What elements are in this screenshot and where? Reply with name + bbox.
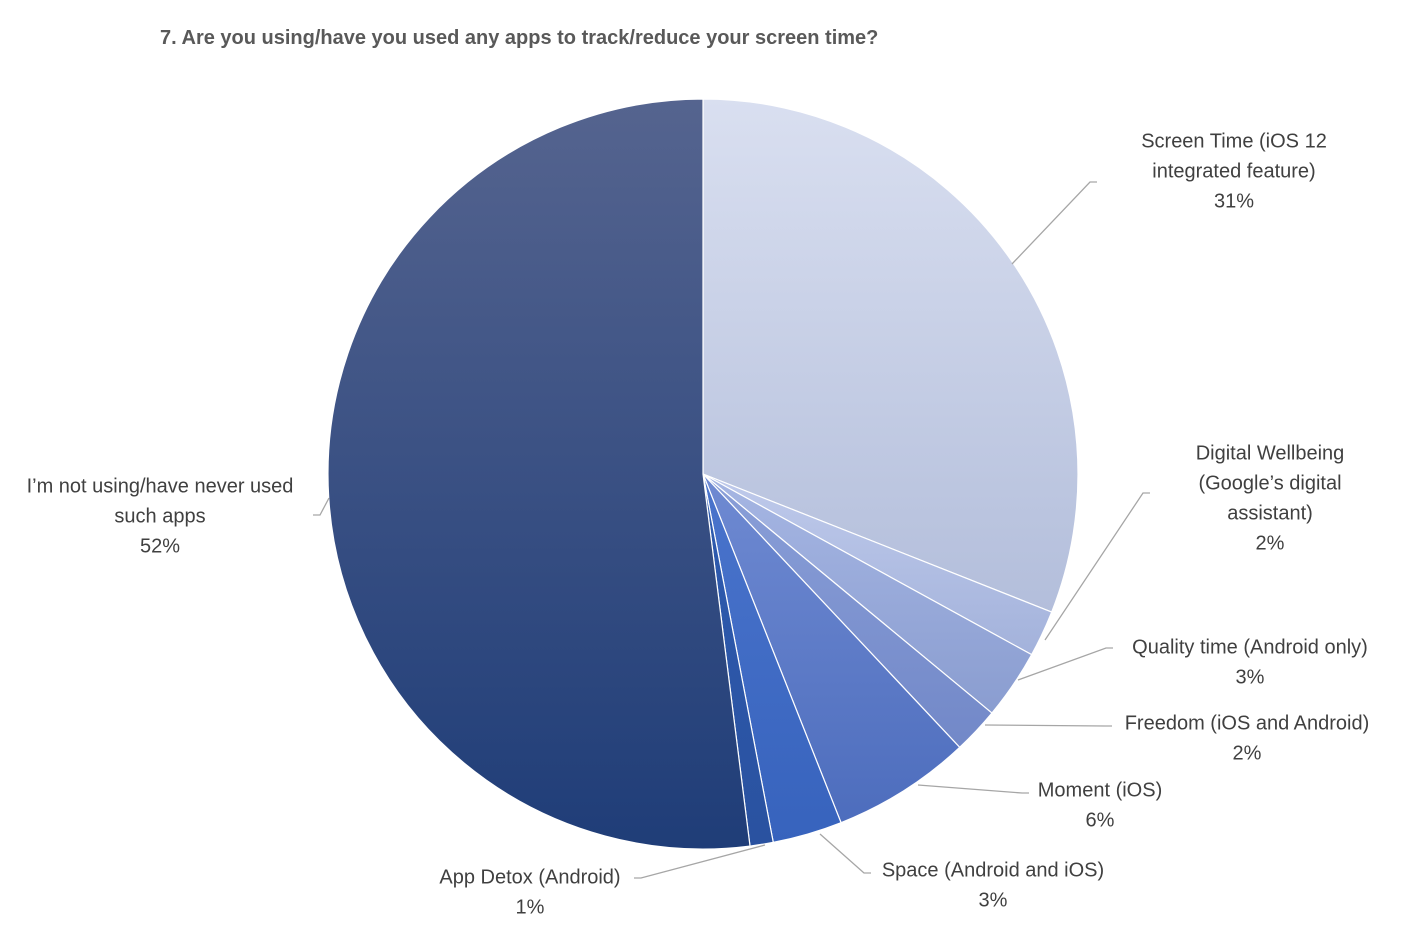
slice-category-label: Moment (iOS) <box>1038 779 1162 801</box>
leader-line <box>819 833 871 874</box>
slice-labels: Screen Time (iOS 12 integrated feature) 31… <box>27 130 1370 918</box>
slice-percent-label: 2% <box>1233 742 1262 764</box>
slice-category-label: App Detox (Android) <box>439 866 620 888</box>
pie-slice <box>327 98 751 850</box>
slice-percent-label: 3% <box>979 889 1008 911</box>
slice-category-label: I’m not using/have never used <box>27 475 294 497</box>
slice-category-label: such apps <box>114 505 205 527</box>
slice-category-label: integrated feature) <box>1152 160 1315 182</box>
slice-category-label: Quality time (Android only) <box>1132 636 1368 658</box>
slice-category-label: Freedom (iOS and Android) <box>1125 712 1370 734</box>
leader-lines <box>313 181 1150 879</box>
slice-category-label: Space (Android and iOS) <box>882 859 1104 881</box>
pie-slice <box>702 473 961 824</box>
leader-line <box>313 497 330 516</box>
slice-category-label: assistant) <box>1227 502 1313 524</box>
leader-line <box>1011 181 1097 265</box>
pie-slices <box>327 98 1079 850</box>
slice-category-label: Screen Time (iOS 12 <box>1141 130 1327 152</box>
slice-percent-label: 1% <box>516 896 545 918</box>
chart-title: 7. Are you using/have you used any apps … <box>160 27 879 49</box>
leader-line <box>917 784 1029 794</box>
leader-line <box>1044 492 1150 641</box>
slice-category-label: (Google’s digital <box>1198 472 1341 494</box>
slice-percent-label: 52% <box>140 535 180 557</box>
slice-percent-label: 31% <box>1214 190 1254 212</box>
slice-category-label: Digital Wellbeing <box>1196 442 1345 464</box>
slice-percent-label: 6% <box>1086 809 1115 831</box>
slice-percent-label: 3% <box>1236 666 1265 688</box>
leader-line <box>984 724 1112 727</box>
leader-line <box>1017 647 1113 681</box>
slice-percent-label: 2% <box>1256 532 1285 554</box>
leader-line <box>634 844 766 879</box>
